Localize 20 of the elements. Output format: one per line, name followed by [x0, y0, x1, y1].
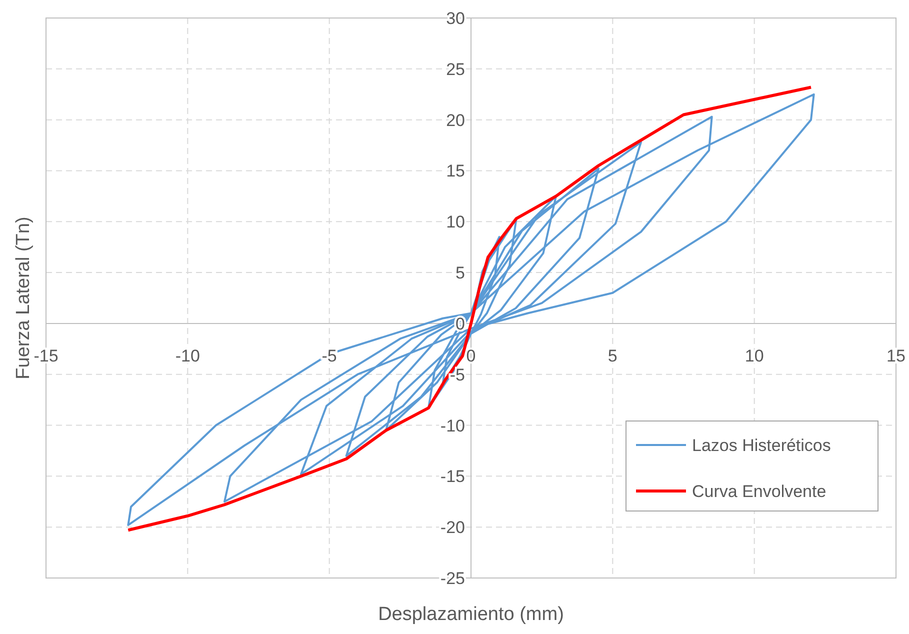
y-tick-label: 10: [446, 212, 465, 232]
y-axis-title: Fuerza Lateral (Tn): [13, 216, 34, 380]
legend-label: Lazos Histeréticos: [692, 436, 831, 455]
y-tick-label: -15: [440, 467, 465, 486]
x-tick-label: -15: [34, 346, 58, 366]
x-tick-label: 10: [744, 346, 764, 366]
x-tick-label: -10: [175, 346, 200, 366]
x-axis-title: Desplazamiento (mm): [378, 604, 564, 625]
y-tick-label: 15: [446, 162, 465, 181]
y-tick-label: 25: [446, 60, 465, 79]
y-tick-label: -5: [450, 365, 465, 384]
x-tick-label: 15: [886, 346, 906, 366]
y-tick-label: -20: [440, 518, 465, 538]
y-tick-label: 30: [446, 9, 465, 28]
y-tick-label: -10: [440, 416, 465, 436]
y-tick-label: -25: [440, 569, 465, 588]
y-tick-label: 5: [456, 264, 465, 283]
legend-label: Curva Envolvente: [692, 482, 826, 501]
y-tick-label: 20: [446, 110, 465, 130]
x-tick-label: 5: [608, 346, 618, 366]
